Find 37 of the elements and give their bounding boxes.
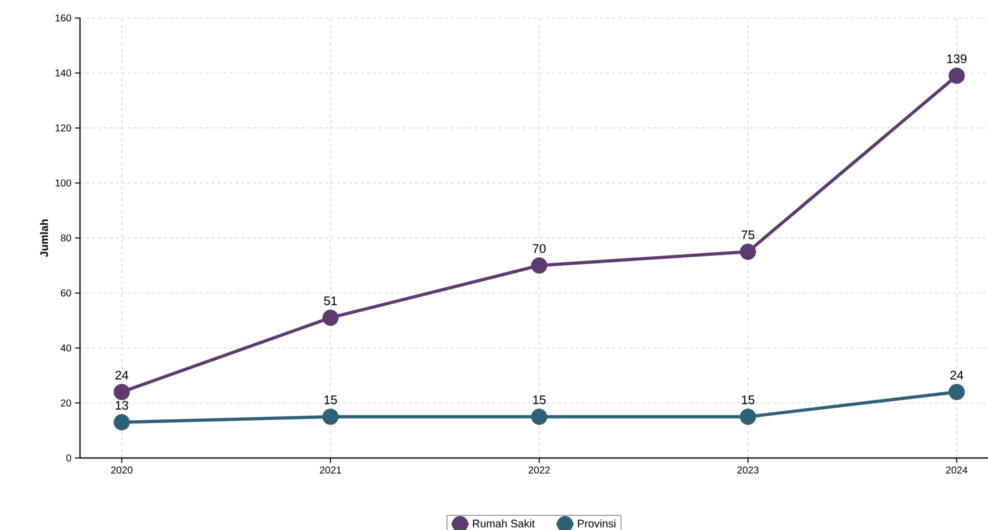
y-tick-label: 140 xyxy=(56,69,72,77)
data-label: 15 xyxy=(533,396,546,404)
point xyxy=(740,408,756,425)
data-label: 139 xyxy=(947,54,967,64)
data-label: 51 xyxy=(324,296,337,306)
point xyxy=(322,408,339,425)
y-tick-label: 80 xyxy=(60,234,72,242)
x-tick-label: 2024 xyxy=(946,466,968,474)
y-tick-label: 0 xyxy=(66,454,72,462)
x-tick-label: 2021 xyxy=(320,466,342,474)
point xyxy=(322,310,339,326)
x-tick-label: 2023 xyxy=(737,466,759,474)
data-label: 13 xyxy=(116,400,128,410)
point xyxy=(948,68,965,84)
legend-label: Provinsi xyxy=(578,519,616,528)
y-axis-title: Jumlah xyxy=(40,219,48,257)
y-tick-label: 120 xyxy=(56,124,72,132)
point xyxy=(531,408,548,425)
y-tick-label: 40 xyxy=(60,344,72,352)
point xyxy=(740,244,756,260)
point xyxy=(531,257,548,274)
y-tick-label: 160 xyxy=(56,14,72,22)
point xyxy=(114,414,130,430)
x-tick-label: 2020 xyxy=(111,466,132,474)
point xyxy=(114,384,130,400)
y-tick-label: 100 xyxy=(56,179,72,187)
data-label: 75 xyxy=(742,230,754,240)
data-label: 70 xyxy=(532,244,546,253)
data-label: 24 xyxy=(950,370,964,380)
data-label: 15 xyxy=(324,396,337,404)
y-tick-label: 20 xyxy=(60,399,72,407)
point xyxy=(948,384,965,400)
x-tick-label: 2022 xyxy=(528,466,550,474)
data-label: 15 xyxy=(742,396,754,404)
y-tick-label: 60 xyxy=(60,289,72,297)
data-label: 24 xyxy=(115,370,128,380)
legend-label: Rumah Sakit xyxy=(473,519,535,528)
